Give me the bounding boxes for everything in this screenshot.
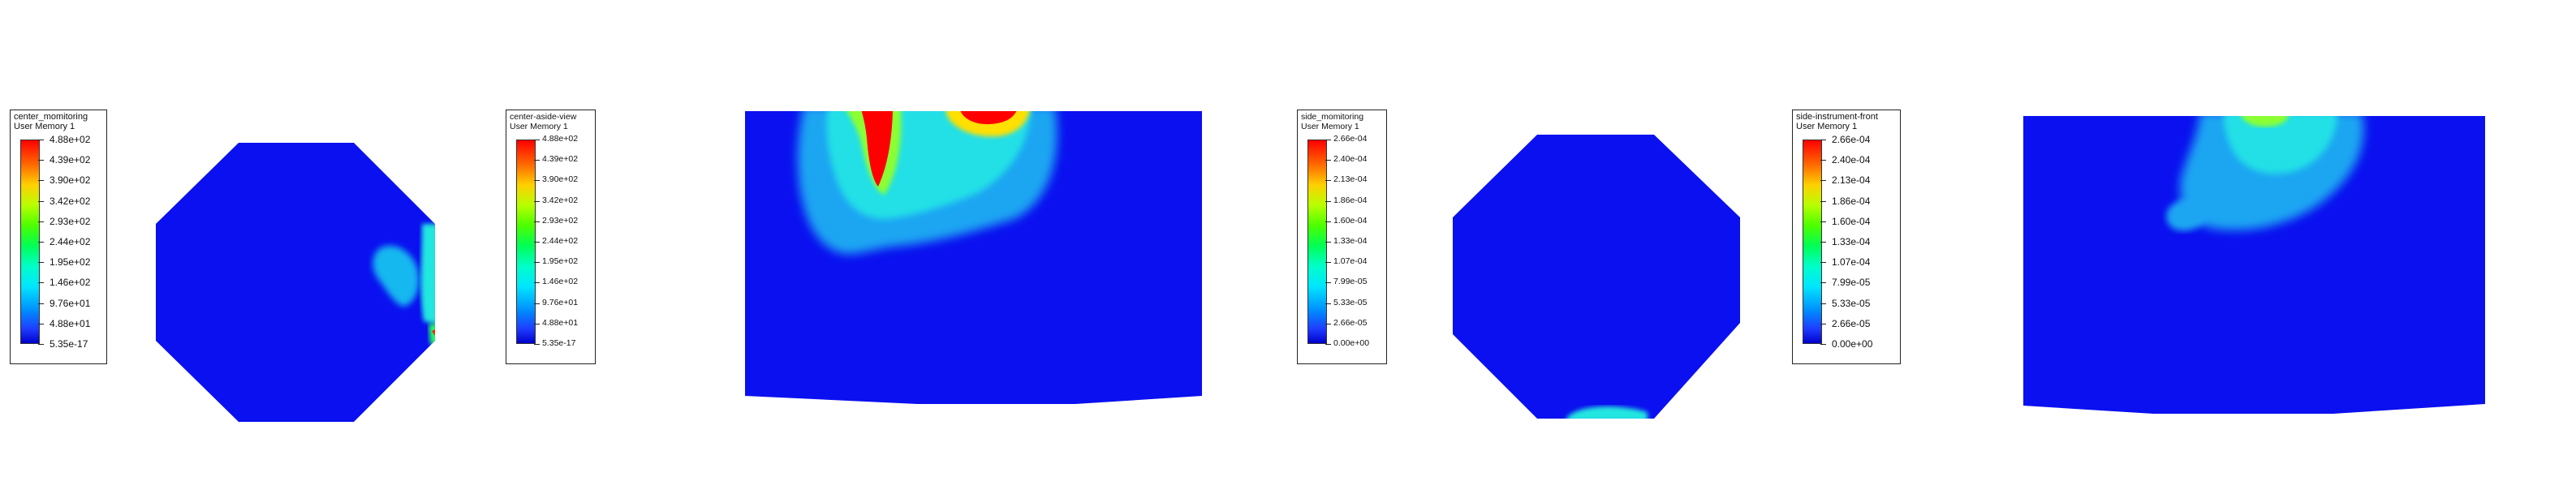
domain-side-view xyxy=(2023,116,2485,414)
legend-tick xyxy=(1820,282,1826,284)
legend-title: center_momitoring xyxy=(14,112,88,122)
legend-tick xyxy=(1820,221,1826,222)
legend-tick xyxy=(534,160,540,161)
legend-tick-label: 9.76e+01 xyxy=(542,297,579,307)
legend-tick xyxy=(1325,303,1331,304)
legend-tick-label: 1.95e+02 xyxy=(542,256,579,267)
legend-tick-label: 4.88e+02 xyxy=(542,134,579,144)
legend-tick-label: 4.88e+02 xyxy=(50,134,91,145)
legend-center-aside-view: center-aside-view User Memory 1 4.88e+02… xyxy=(506,110,596,364)
legend-side-instrument-front: side-instrument-front User Memory 1 2.66… xyxy=(1792,110,1901,364)
legend-tick-label: 0.00e+00 xyxy=(1333,338,1370,348)
legend-tick xyxy=(534,242,540,243)
legend-tick-label: 9.76e+01 xyxy=(50,297,91,309)
legend-tick xyxy=(38,262,44,264)
legend-title: side_momitoring xyxy=(1301,112,1364,122)
legend-tick-label: 2.44e+02 xyxy=(50,236,91,247)
legend-subtitle: User Memory 1 xyxy=(510,122,568,131)
legend-tick xyxy=(1820,262,1826,264)
legend-tick xyxy=(1325,160,1331,161)
domain-octagon xyxy=(156,143,435,422)
legend-tick xyxy=(1820,180,1826,182)
domain-octagon xyxy=(1453,135,1740,419)
legend-tick xyxy=(1325,200,1331,202)
legend-tick-label: 1.86e-04 xyxy=(1832,195,1871,207)
legend-tick-label: 4.88e+01 xyxy=(542,317,579,328)
legend-tick-label: 1.86e-04 xyxy=(1333,195,1368,205)
legend-tick-label: 4.88e+01 xyxy=(50,317,91,329)
legend-tick xyxy=(1820,200,1826,202)
legend-tick-label: 2.66e-05 xyxy=(1333,317,1368,328)
legend-tick xyxy=(38,303,44,304)
legend-tick-label: 4.39e+02 xyxy=(50,154,91,166)
legend-tick-label: 1.33e-04 xyxy=(1333,236,1368,246)
legend-tick xyxy=(1325,221,1331,222)
legend-tick xyxy=(534,303,540,304)
legend-tick-label: 1.46e+02 xyxy=(50,277,91,289)
legend-tick-label: 2.13e-04 xyxy=(1333,174,1368,185)
legend-subtitle: User Memory 1 xyxy=(1796,122,1858,131)
legend-tick-label: 2.66e-05 xyxy=(1832,317,1871,329)
legend-tick xyxy=(38,282,44,284)
legend-tick-label: 0.00e+00 xyxy=(1832,338,1873,350)
legend-tick-label: 3.42e+02 xyxy=(50,195,91,207)
legend-tick xyxy=(534,221,540,222)
legend-tick xyxy=(1820,160,1826,161)
legend-subtitle: User Memory 1 xyxy=(14,122,75,131)
legend-tick-label: 5.33e-05 xyxy=(1832,297,1871,309)
legend-tick-label: 7.99e-05 xyxy=(1832,277,1871,289)
legend-tick-label: 3.90e+02 xyxy=(50,174,91,187)
legend-tick-label: 2.40e-04 xyxy=(1333,154,1368,165)
color-bar xyxy=(516,140,536,344)
legend-tick-label: 2.93e+02 xyxy=(50,215,91,227)
legend-tick xyxy=(38,200,44,202)
legend-tick-label: 2.40e-04 xyxy=(1832,154,1871,166)
legend-tick-label: 2.66e-04 xyxy=(1333,134,1368,144)
legend-tick-label: 1.07e-04 xyxy=(1832,256,1871,269)
legend-tick-label: 3.90e+02 xyxy=(542,174,579,185)
legend-title: side-instrument-front xyxy=(1796,112,1878,122)
legend-tick xyxy=(1325,262,1331,264)
legend-side-monitoring: side_momitoring User Memory 1 2.66e-04 2.… xyxy=(1297,110,1387,364)
legend-tick xyxy=(38,180,44,182)
legend-title: center-aside-view xyxy=(510,112,577,122)
legend-tick xyxy=(1820,242,1826,243)
legend-tick-label: 1.60e-04 xyxy=(1832,215,1871,227)
legend-tick-label: 2.93e+02 xyxy=(542,215,579,226)
legend-tick xyxy=(534,262,540,264)
legend-center-monitoring: center_momitoring User Memory 1 4.88e+02… xyxy=(10,110,107,364)
legend-tick xyxy=(1325,282,1331,284)
legend-tick-label: 2.44e+02 xyxy=(542,236,579,246)
legend-tick-label: 4.39e+02 xyxy=(542,154,579,165)
legend-tick xyxy=(1325,242,1331,243)
legend-tick-label: 1.33e-04 xyxy=(1832,236,1871,247)
legend-tick-label: 5.33e-05 xyxy=(1333,297,1368,307)
legend-subtitle: User Memory 1 xyxy=(1301,122,1359,131)
legend-tick-label: 2.66e-04 xyxy=(1832,134,1871,145)
legend-tick xyxy=(534,180,540,182)
legend-tick xyxy=(1325,344,1331,345)
legend-tick xyxy=(534,344,540,345)
legend-tick-label: 2.13e-04 xyxy=(1832,174,1871,187)
legend-tick xyxy=(38,242,44,243)
legend-tick-label: 5.35e-17 xyxy=(542,338,576,348)
legend-tick xyxy=(534,200,540,202)
legend-tick-label: 1.07e-04 xyxy=(1333,256,1368,267)
legend-tick-label: 3.42e+02 xyxy=(542,195,579,205)
legend-tick xyxy=(534,282,540,284)
legend-tick-label: 1.46e+02 xyxy=(542,277,579,287)
legend-tick xyxy=(38,221,44,222)
legend-tick xyxy=(1820,303,1826,304)
legend-tick-label: 5.35e-17 xyxy=(50,338,88,350)
legend-tick xyxy=(38,160,44,161)
legend-tick-label: 1.60e-04 xyxy=(1333,215,1368,226)
legend-tick xyxy=(1820,344,1826,345)
legend-tick-label: 7.99e-05 xyxy=(1333,277,1368,287)
legend-tick-label: 1.95e+02 xyxy=(50,256,91,269)
legend-tick xyxy=(38,344,44,345)
legend-tick xyxy=(1325,180,1331,182)
